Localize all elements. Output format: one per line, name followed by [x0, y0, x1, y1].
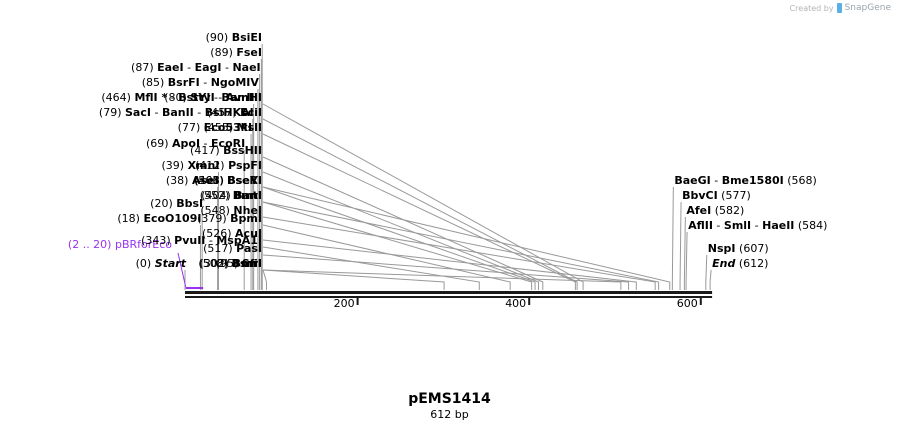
site-label-ecoo109i[interactable]: (18) EcoO109I: [117, 212, 201, 225]
backbone-top-strand: [185, 291, 713, 294]
site-label-aflii[interactable]: AflII - SmlI - HaeII (584): [688, 219, 827, 232]
ruler-label: 600: [677, 297, 698, 310]
site-label-pasi[interactable]: (517) PasI: [203, 242, 262, 255]
site-label-pvuii[interactable]: (343) PvuII - MspA1I: [141, 234, 262, 247]
site-leader-line: [262, 269, 268, 290]
site-label-start[interactable]: (0) Start: [136, 257, 187, 270]
site-leader-line: [262, 201, 533, 290]
ruler-tick: [356, 297, 359, 305]
site-labels: (0) Start (18) EcoO109I (20) BbsI (38) AseI…: [99, 31, 828, 270]
credit-prefix: Created by: [789, 3, 834, 13]
ruler-tick: [699, 297, 702, 305]
site-label-bsshii[interactable]: (417) BssHII: [190, 144, 262, 157]
site-label-afei[interactable]: AfeI (582): [686, 204, 744, 217]
site-label-pspfi[interactable]: (412) PspFI: [195, 159, 262, 172]
site-label-xmni[interactable]: (39) XmnI: [162, 159, 220, 172]
site-leader-line: [262, 216, 656, 290]
site-label-msli[interactable]: (455) MslI: [204, 121, 262, 134]
site-label-bmti[interactable]: (552) BmtI: [200, 189, 262, 202]
site-leader-line: [685, 231, 688, 290]
feature-bar[interactable]: [185, 287, 204, 289]
site-label-apoi[interactable]: (69) ApoI - EcoRI: [146, 137, 245, 150]
site-label-bbsi[interactable]: (20) BbsI: [150, 197, 203, 210]
site-leader-line: [262, 239, 637, 290]
site-leader-line: [679, 201, 682, 290]
site-label-bsrfi[interactable]: (85) BsrFI - NgoMIV: [142, 76, 260, 89]
snapgene-logo-icon: [836, 3, 842, 13]
backbone-bottom-strand: [185, 296, 713, 298]
map-title: pEMS1414: [408, 391, 491, 407]
site-leader-line: [262, 224, 511, 290]
site-label-eco53ki[interactable]: (77) Eco53kI: [178, 121, 252, 134]
site-leader-lines: [184, 44, 712, 290]
ruler-label: 400: [505, 297, 526, 310]
site-label-ecii[interactable]: (457) EciI: [207, 106, 262, 119]
site-label-sfii[interactable]: (95) SfiI: [216, 257, 262, 270]
site-label-bpmi[interactable]: (379) BpmI: [197, 212, 262, 225]
site-label-bseri[interactable]: (565) BseRI: [194, 174, 262, 187]
site-label-end[interactable]: End (612): [712, 257, 768, 270]
site-label-nhei[interactable]: (548) NheI: [200, 204, 262, 217]
map-length: 612 bp: [430, 408, 469, 421]
site-leader-line: [262, 254, 630, 290]
ruler-tick: [528, 297, 531, 305]
site-leader-line: [671, 186, 674, 290]
feature-leader-line: [177, 252, 187, 288]
site-label-bani[interactable]: (404) BanI: [201, 189, 262, 202]
site-label-baegi[interactable]: BaeGI - Bme1580I (568): [674, 174, 816, 187]
site-leader-line: [262, 186, 671, 290]
site-label-asei[interactable]: (38) AseI: [166, 174, 219, 187]
site-leader-line: [262, 156, 544, 290]
feature-pBRforEco[interactable]: (2 .. 20) pBRforEco: [68, 238, 204, 289]
site-label-saci[interactable]: (79) SacI - BanII - BsiHKAI: [99, 106, 254, 119]
site-leader-line: [705, 254, 708, 290]
site-leader-line: [683, 216, 686, 290]
site-label-bsmi[interactable]: (508) BsmI: [198, 257, 262, 270]
site-leader-line: [262, 246, 480, 290]
feature-label[interactable]: (2 .. 20) pBRforEco: [68, 238, 172, 251]
site-label-mfli[interactable]: (464) MflI * - BstYI - BamHI: [101, 91, 262, 104]
site-label-bbvci[interactable]: BbvCI (577): [682, 189, 751, 202]
site-leader-line: [262, 118, 578, 290]
ruler-label: 200: [334, 297, 355, 310]
site-label-styi[interactable]: (80) StyI - AvrII: [164, 91, 254, 104]
sequence-backbone: [185, 291, 713, 298]
ruler: 200 400 600: [334, 297, 702, 310]
site-label-bmri[interactable]: (302) BmrI: [200, 257, 262, 270]
site-leader-line: [262, 269, 445, 290]
site-label-eaei[interactable]: (87) EaeI - EagI - NaeI: [131, 61, 261, 74]
site-label-bseyi[interactable]: (408) BseYI: [194, 174, 262, 187]
site-label-fsei[interactable]: (89) FseI: [210, 46, 262, 59]
credit-brand: SnapGene: [844, 3, 891, 13]
site-leader-line: [262, 201, 660, 290]
site-leader-line: [262, 186, 536, 290]
site-label-nspi[interactable]: NspI (607): [708, 242, 769, 255]
site-leader-line: [262, 269, 622, 290]
site-leader-line: [262, 133, 576, 290]
snapgene-credit: Created by SnapGene: [790, 3, 891, 13]
site-label-acui[interactable]: (526) AcuI: [202, 227, 262, 240]
site-leader-line: [262, 103, 584, 290]
site-leader-line: [709, 269, 712, 290]
site-label-bsiei[interactable]: (90) BsiEI: [206, 31, 262, 44]
